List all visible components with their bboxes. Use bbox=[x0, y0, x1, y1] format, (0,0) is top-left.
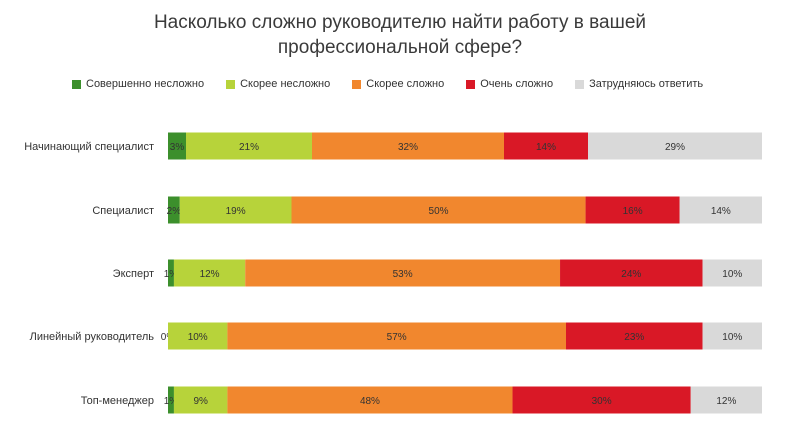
bar-segment bbox=[168, 322, 228, 350]
category-label: Начинающий специалист bbox=[24, 141, 154, 153]
legend-swatch bbox=[575, 79, 585, 89]
data-label: 30% bbox=[592, 396, 612, 407]
legend-label: Совершенно несложно bbox=[86, 78, 205, 90]
bar-segment bbox=[179, 196, 292, 224]
bar-segment bbox=[168, 196, 180, 224]
bar-segment bbox=[186, 132, 312, 160]
bar-segment bbox=[227, 322, 566, 350]
data-label: 32% bbox=[398, 142, 418, 153]
bar-segment bbox=[588, 132, 762, 160]
legend-item-rather-hard: Скорее сложно bbox=[352, 78, 444, 90]
chart-title-line-1: Насколько сложно руководителю найти рабо… bbox=[153, 12, 647, 33]
data-label: 14% bbox=[536, 142, 556, 153]
legend-swatch bbox=[352, 79, 362, 89]
chart-legend: Совершенно несложно Скорее несложно Скор… bbox=[72, 76, 703, 92]
bar-segment bbox=[227, 386, 513, 414]
legend-swatch bbox=[466, 79, 476, 89]
data-label: 24% bbox=[621, 269, 641, 280]
legend-swatch bbox=[226, 79, 236, 89]
data-label: 19% bbox=[226, 206, 246, 217]
data-label: 10% bbox=[722, 332, 742, 343]
data-label: 9% bbox=[193, 396, 208, 407]
data-label: 14% bbox=[711, 206, 731, 217]
bar-segment bbox=[512, 386, 691, 414]
data-label: 3% bbox=[170, 142, 185, 153]
data-label: 12% bbox=[200, 269, 220, 280]
bar-segment bbox=[560, 259, 703, 287]
category-label: Линейный руководитель bbox=[30, 331, 155, 343]
bar-segment bbox=[690, 386, 762, 414]
data-label: 48% bbox=[360, 396, 380, 407]
data-label: 2% bbox=[167, 206, 182, 217]
data-label: 10% bbox=[188, 332, 208, 343]
legend-label: Скорее сложно bbox=[366, 78, 445, 90]
chart-title-line-2: профессиональной сфере? bbox=[277, 37, 523, 58]
legend-item-completely-easy: Совершенно несложно bbox=[72, 78, 204, 90]
data-label: 12% bbox=[716, 396, 736, 407]
bar-segment bbox=[504, 132, 588, 160]
bar-segment bbox=[168, 386, 174, 414]
bar-segment bbox=[702, 259, 762, 287]
legend-label: Скорее несложно bbox=[240, 78, 331, 90]
data-label: 53% bbox=[393, 269, 413, 280]
bar-segment bbox=[565, 322, 703, 350]
bar-segment bbox=[245, 259, 561, 287]
data-label: 29% bbox=[665, 142, 685, 153]
chart-title: Насколько сложно руководителю найти рабо… bbox=[0, 10, 800, 60]
legend-item-very-hard: Очень сложно bbox=[466, 78, 553, 90]
bar-segment bbox=[679, 196, 762, 224]
bar-segment bbox=[173, 386, 228, 414]
legend-item-hard-to-answer: Затрудняюсь ответить bbox=[575, 78, 703, 90]
bar-segment bbox=[291, 196, 586, 224]
data-label: 1% bbox=[164, 269, 179, 280]
data-label: 1% bbox=[164, 396, 179, 407]
legend-swatch bbox=[72, 79, 81, 89]
data-label: 57% bbox=[387, 332, 407, 343]
bar-segment bbox=[702, 322, 762, 350]
data-label: 21% bbox=[239, 142, 259, 153]
data-label: 50% bbox=[429, 206, 449, 217]
bar-segment bbox=[173, 259, 246, 287]
category-label: Топ-менеджер bbox=[81, 395, 154, 407]
legend-label: Затрудняюсь ответить bbox=[589, 78, 704, 90]
data-label: 16% bbox=[623, 206, 643, 217]
bar-segment bbox=[168, 259, 174, 287]
legend-item-rather-easy: Скорее несложно bbox=[226, 78, 330, 90]
bar-segment bbox=[168, 132, 186, 160]
data-label: 23% bbox=[624, 332, 644, 343]
bar-segment bbox=[312, 132, 504, 160]
data-label: 10% bbox=[722, 269, 742, 280]
bar-segment bbox=[585, 196, 680, 224]
legend-label: Очень сложно bbox=[480, 78, 554, 90]
category-label: Специалист bbox=[92, 205, 154, 217]
category-label: Эксперт bbox=[113, 268, 154, 280]
